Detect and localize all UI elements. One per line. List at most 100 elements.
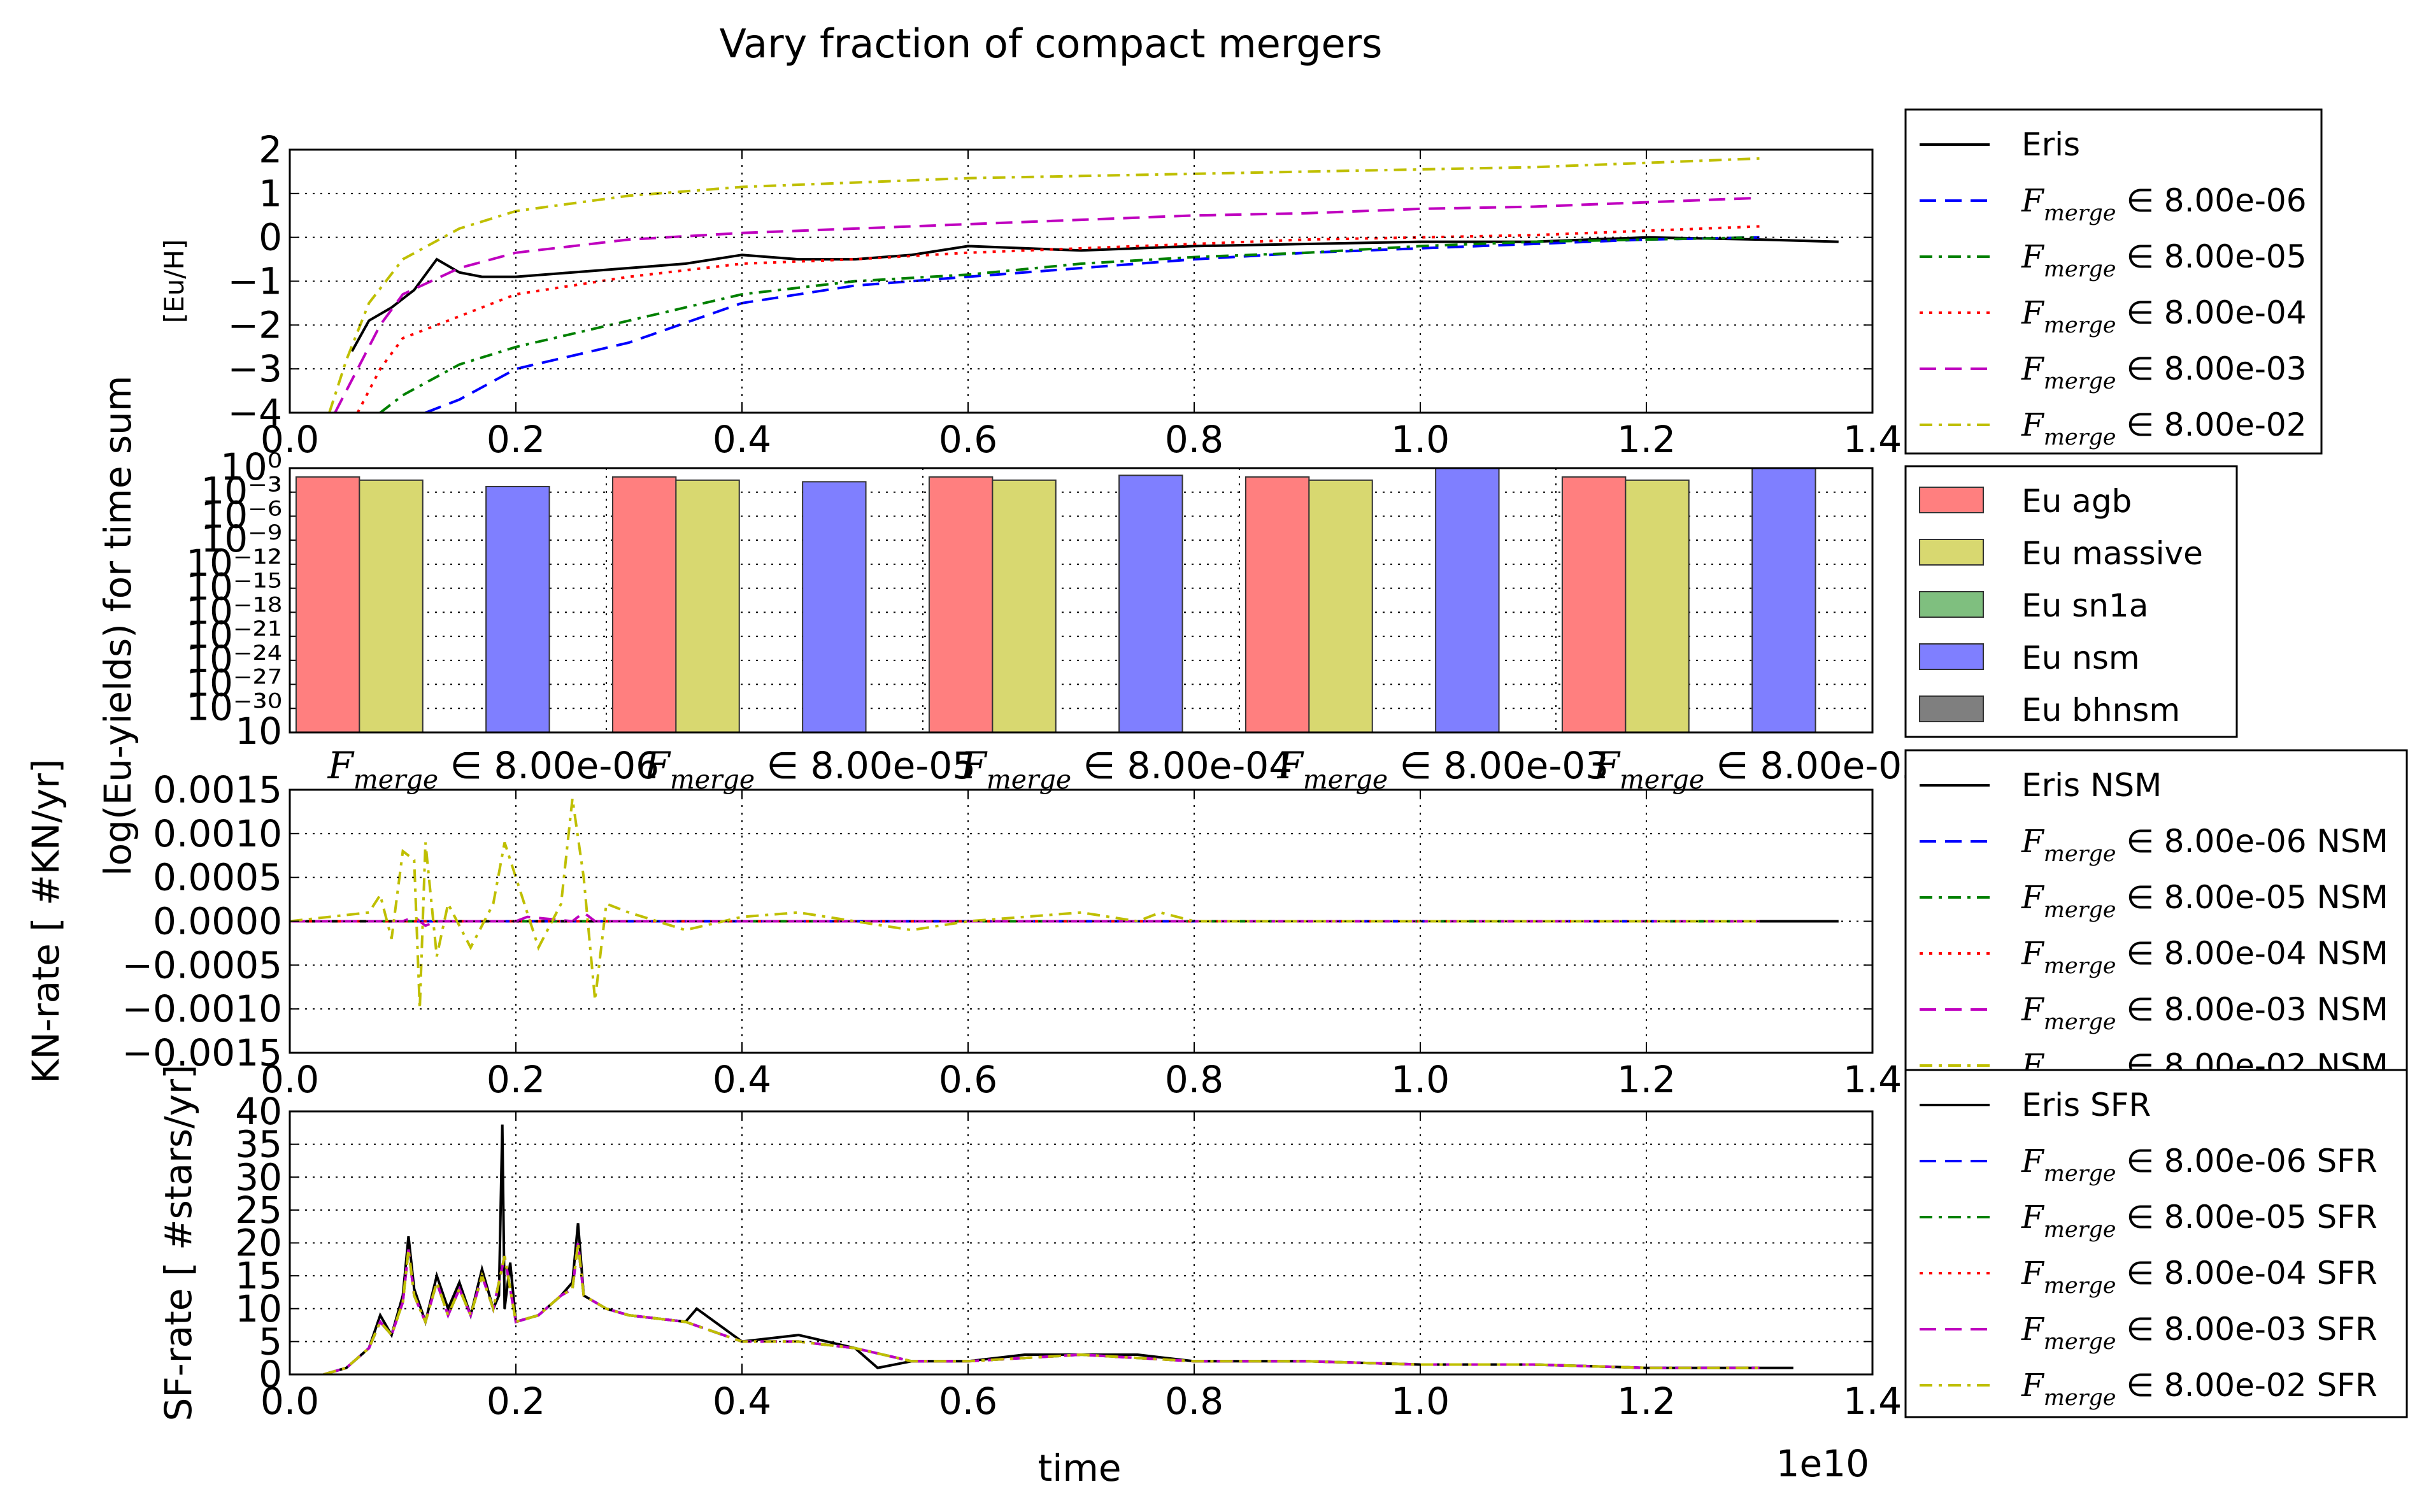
y-tick-label: 5 xyxy=(259,1320,282,1363)
y-tick-label: 2 xyxy=(259,128,282,171)
bar xyxy=(611,476,677,733)
y-tick-label: 0 xyxy=(259,1353,282,1396)
legend-entry: Fmerge ∈ 8.00e-06 SFR xyxy=(2021,1143,2378,1187)
y-axis-label: SF-rate [ #stars/yr] xyxy=(157,1065,200,1422)
x-tick-label: 0.8 xyxy=(1165,1380,1223,1423)
bar xyxy=(1118,474,1183,733)
bar xyxy=(928,476,994,733)
series-line-1 xyxy=(425,236,1760,413)
y-tick-label: −0.0015 xyxy=(122,1031,282,1074)
x-offset-text: 1e10 xyxy=(1776,1442,1869,1485)
legend-box xyxy=(1904,108,2323,455)
x-tick-label: 1.2 xyxy=(1617,418,1676,461)
x-tick-label: 0.4 xyxy=(713,1380,771,1423)
figure-title: Vary fraction of compact mergers xyxy=(720,20,1383,67)
y-tick-label: 10 xyxy=(235,1287,282,1330)
legend-entry: Eu agb xyxy=(2021,483,2132,520)
bar xyxy=(1435,467,1500,733)
series-line-2 xyxy=(379,236,1760,413)
series-line-4 xyxy=(334,196,1760,413)
bar xyxy=(485,485,550,733)
y-tick-label: 25 xyxy=(235,1188,282,1232)
legend-entry: Fmerge ∈ 8.00e-06 NSM xyxy=(2021,823,2388,867)
y-axis-label: [Eu/H] xyxy=(159,239,190,324)
y-tick-label: 10⁻²¹ xyxy=(186,613,282,657)
legend-entry: Fmerge ∈ 8.00e-05 NSM xyxy=(2021,879,2388,923)
y-tick-label: 0.0015 xyxy=(153,768,282,811)
legend-swatch xyxy=(1919,539,1984,566)
x-tick-label: 1.0 xyxy=(1391,1058,1450,1101)
plot-frame xyxy=(289,148,1874,414)
y-tick-label: 10⁻²⁷ xyxy=(186,662,282,705)
plot-frame xyxy=(289,788,1874,1054)
legend-entry: Fmerge ∈ 8.00e-03 SFR xyxy=(2021,1311,2378,1355)
y-tick-label: 10⁰ xyxy=(220,445,282,489)
x-tick-label: 0.6 xyxy=(939,1058,997,1101)
y-tick-label: 40 xyxy=(235,1090,282,1133)
x-tick-label: 1.0 xyxy=(1391,1380,1450,1423)
y-axis-label: KN-rate [ #KN/yr] xyxy=(24,759,68,1083)
legend-entry: Eris SFR xyxy=(2021,1087,2151,1123)
x-tick-label: 0.2 xyxy=(487,1380,545,1423)
x-tick-label: 0.2 xyxy=(487,418,545,461)
y-tick-label: 0.0005 xyxy=(153,856,282,899)
y-tick-label: −3 xyxy=(228,347,283,390)
legend-entry: Eris xyxy=(2021,126,2080,163)
y-axis-label: log(Eu-yields) for time sum xyxy=(96,376,139,876)
x-tick-label: 0.4 xyxy=(713,1058,771,1101)
legend-swatch xyxy=(1919,487,1984,513)
series-line-4 xyxy=(323,1243,1760,1374)
legend-entry: Fmerge ∈ 8.00e-05 xyxy=(2021,238,2307,282)
x-tick-label: 1.0 xyxy=(1391,418,1450,461)
bar xyxy=(1561,476,1627,733)
series-line-5 xyxy=(323,1243,1760,1374)
bar xyxy=(675,479,740,733)
legend-entry: Eu sn1a xyxy=(2021,587,2148,624)
x-tick-label: 0.8 xyxy=(1165,1058,1223,1101)
series-line-3 xyxy=(356,225,1760,413)
legend-entry: Fmerge ∈ 8.00e-06 xyxy=(2021,182,2307,226)
x-tick-label: 1.4 xyxy=(1843,418,1902,461)
x-tick-label: 1.4 xyxy=(1843,1380,1902,1423)
legend-entry: Fmerge ∈ 8.00e-03 xyxy=(2021,350,2307,394)
x-tick-label: 0.0 xyxy=(260,1380,319,1423)
legend-entry: Fmerge ∈ 8.00e-02 SFR xyxy=(2021,1367,2378,1411)
x-tick-label: 1.2 xyxy=(1617,1058,1676,1101)
y-tick-label: −0.0005 xyxy=(122,943,282,987)
y-tick-label: 10⁻¹⁵ xyxy=(186,566,282,609)
y-tick-label: 10⁻³ xyxy=(201,469,282,513)
legend-entry: Fmerge ∈ 8.00e-04 SFR xyxy=(2021,1255,2378,1299)
y-tick-label: 10⁻⁶ xyxy=(201,493,282,536)
legend-entry: Fmerge ∈ 8.00e-03 NSM xyxy=(2021,991,2388,1035)
y-tick-label: −2 xyxy=(228,303,283,346)
series-line-0 xyxy=(350,236,1839,352)
y-tick-label: 0 xyxy=(259,216,282,259)
y-tick-label: −0.0010 xyxy=(122,987,282,1031)
y-tick-label: 10⁻²⁴ xyxy=(186,638,282,681)
x-tick-label: 0.0 xyxy=(260,418,319,461)
x-tick-label: 0.6 xyxy=(939,1380,997,1423)
y-tick-label: 0.0000 xyxy=(153,900,282,943)
legend-entry: Fmerge ∈ 8.00e-02 xyxy=(2021,406,2307,450)
bar xyxy=(992,479,1057,733)
y-tick-label: 10⁻¹⁸ xyxy=(186,589,282,632)
y-tick-label: 15 xyxy=(235,1254,282,1297)
legend-entry: Eu massive xyxy=(2021,535,2203,572)
y-tick-label: −4 xyxy=(228,391,283,434)
legend-entry: Eris NSM xyxy=(2021,767,2162,804)
x-tick-label: 0.2 xyxy=(487,1058,545,1101)
y-tick-label: 1 xyxy=(259,172,282,215)
y-tick-label: 10 xyxy=(235,710,282,753)
bar xyxy=(802,481,867,733)
legend: Eu agb Eu massive Eu sn1a Eu nsm Eu bhnsm xyxy=(1904,465,2238,738)
y-tick-label: 10⁻⁹ xyxy=(201,517,282,560)
x-tick-label: 0.0 xyxy=(260,1058,319,1101)
y-tick-label: 0.0010 xyxy=(153,812,282,855)
legend-box xyxy=(1904,1069,2408,1418)
plot-frame xyxy=(289,1110,1874,1376)
x-tick-label: 0.4 xyxy=(713,418,771,461)
legend: Eris NSM Fmerge ∈ 8.00e-06 NSM Fmerge ∈ 8.… xyxy=(1904,749,2408,1091)
legend-entry: Fmerge ∈ 8.00e-04 xyxy=(2021,294,2307,338)
x-tick-label: 1.2 xyxy=(1617,1380,1676,1423)
